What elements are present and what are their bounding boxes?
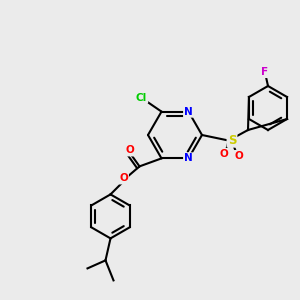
Text: F: F (261, 67, 268, 77)
Text: O: O (125, 146, 134, 155)
Text: O: O (220, 149, 228, 159)
Text: O: O (119, 173, 128, 183)
Text: N: N (184, 153, 193, 164)
Text: N: N (184, 106, 193, 117)
Text: Cl: Cl (136, 93, 147, 103)
Text: S: S (228, 134, 236, 146)
Text: O: O (235, 151, 243, 161)
